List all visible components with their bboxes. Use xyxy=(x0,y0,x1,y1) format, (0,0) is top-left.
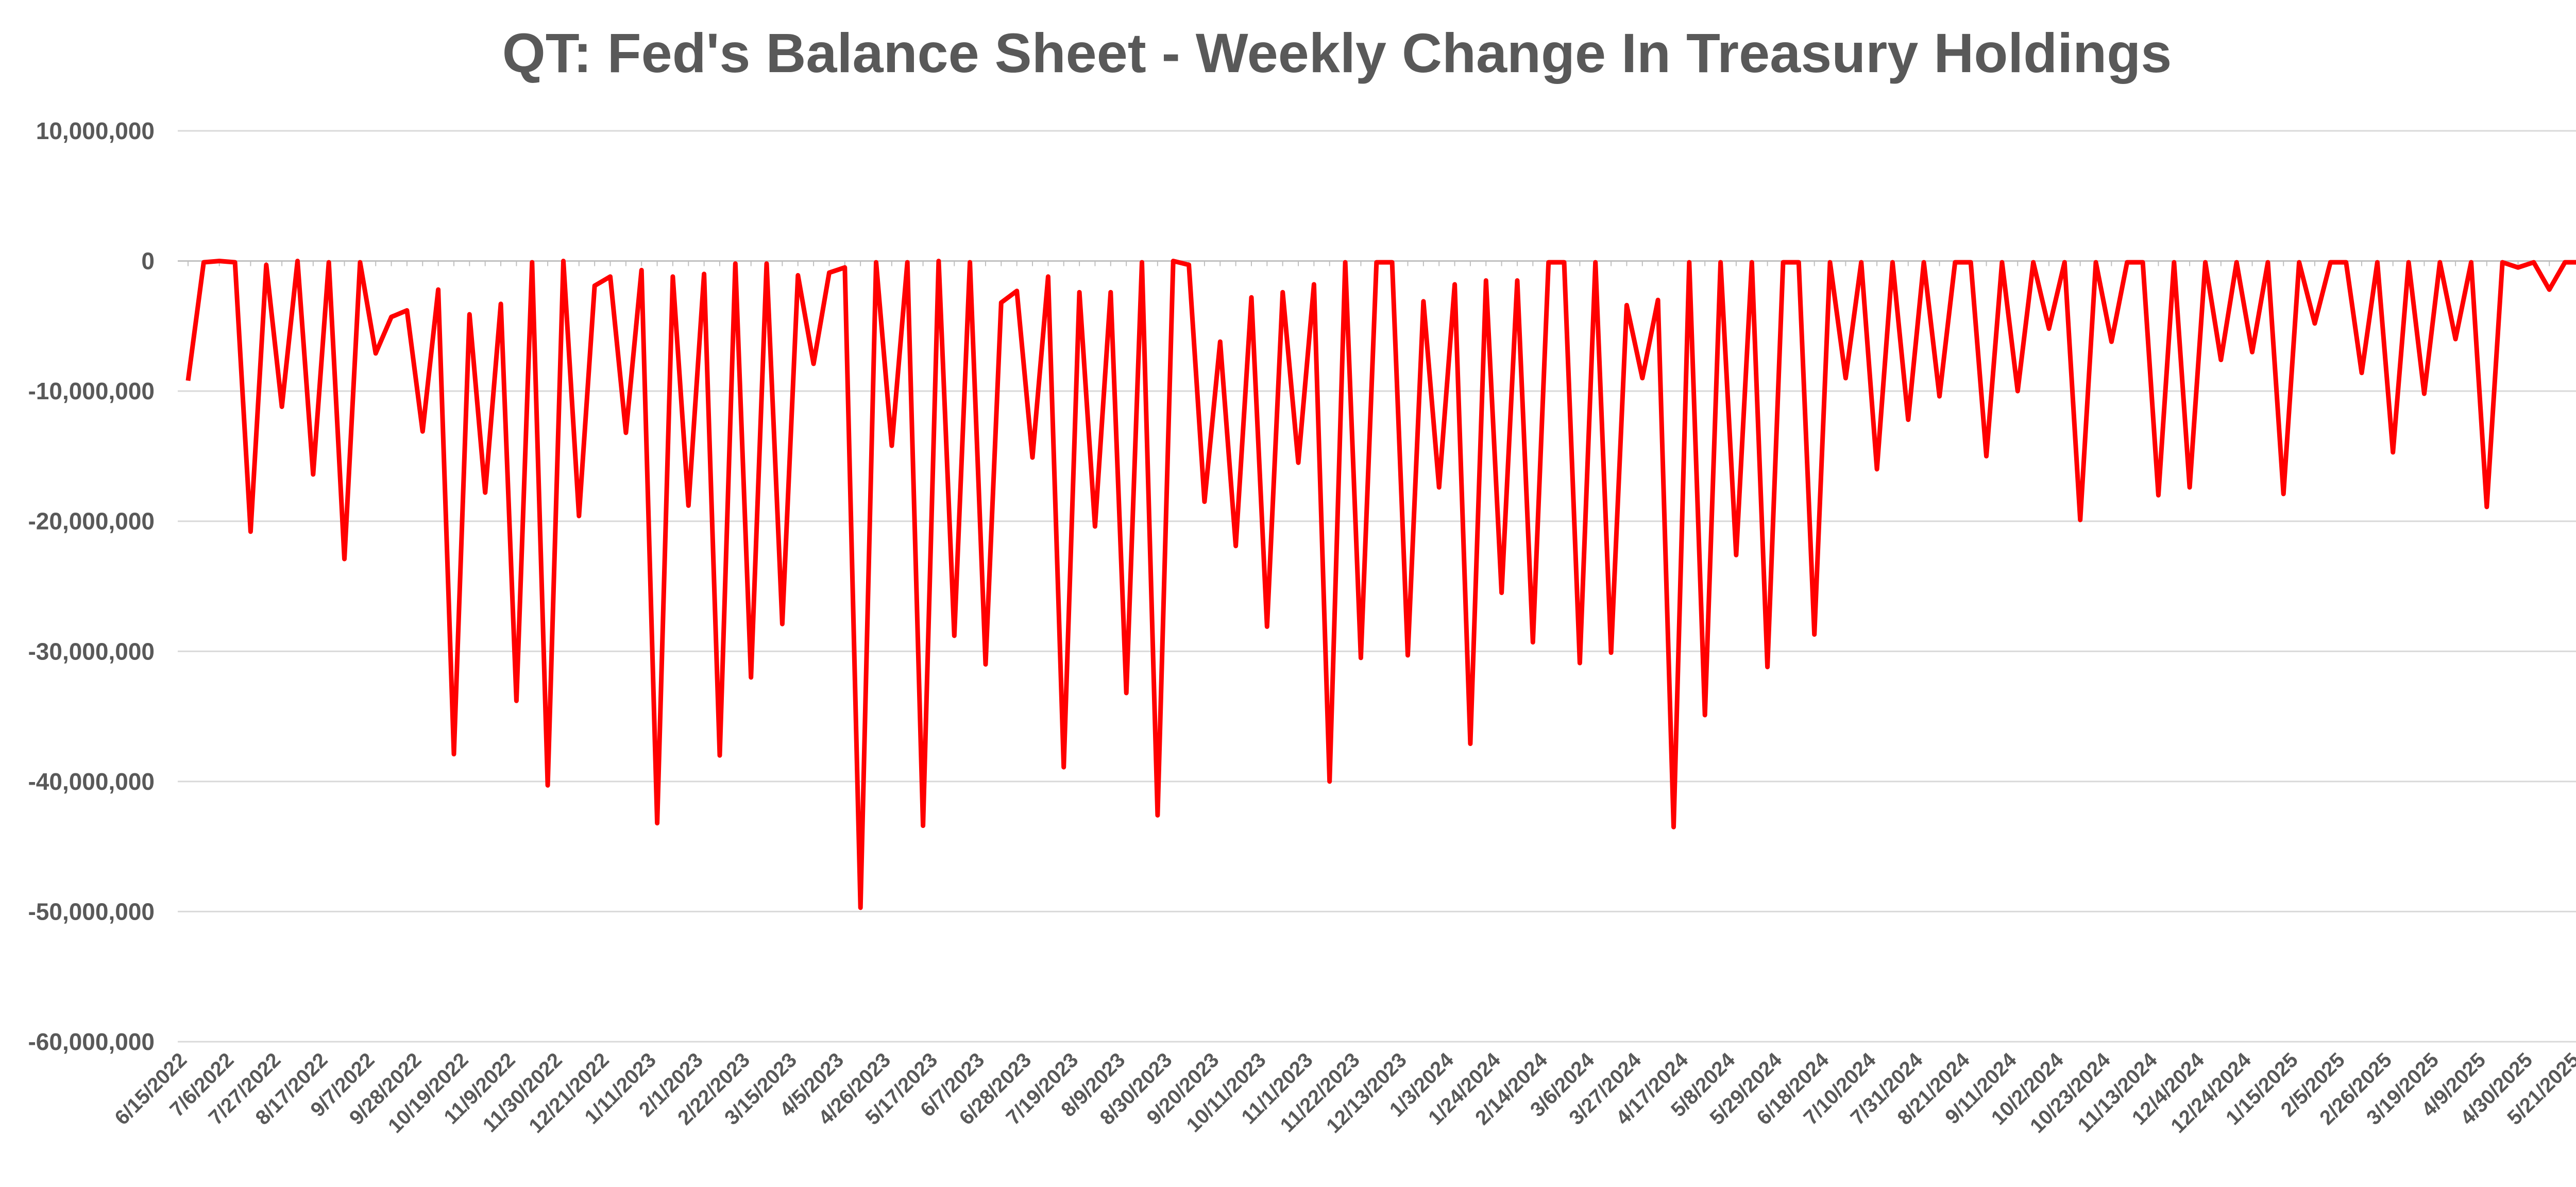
series-line xyxy=(185,259,2576,910)
y-tick-label: 0 xyxy=(141,248,155,275)
y-tick-label: -60,000,000 xyxy=(28,1028,155,1055)
y-tick-label: -30,000,000 xyxy=(28,638,155,665)
chart-title: QT: Fed's Balance Sheet - Weekly Change … xyxy=(502,22,2172,84)
y-tick-label: -40,000,000 xyxy=(28,768,155,795)
series-layer xyxy=(185,259,2576,910)
y-tick-label: -20,000,000 xyxy=(28,508,155,535)
y-tick-label: -10,000,000 xyxy=(28,378,155,404)
y-axis-tick-labels: 10,000,000 0 -10,000,000 -20,000,000 -30,000… xyxy=(28,117,155,1055)
y-tick-label: -50,000,000 xyxy=(28,898,155,925)
x-axis-tick-labels: 6/15/20227/6/20227/27/20228/17/20229/7/2… xyxy=(110,1048,2576,1138)
y-tick-label: 10,000,000 xyxy=(36,117,155,144)
